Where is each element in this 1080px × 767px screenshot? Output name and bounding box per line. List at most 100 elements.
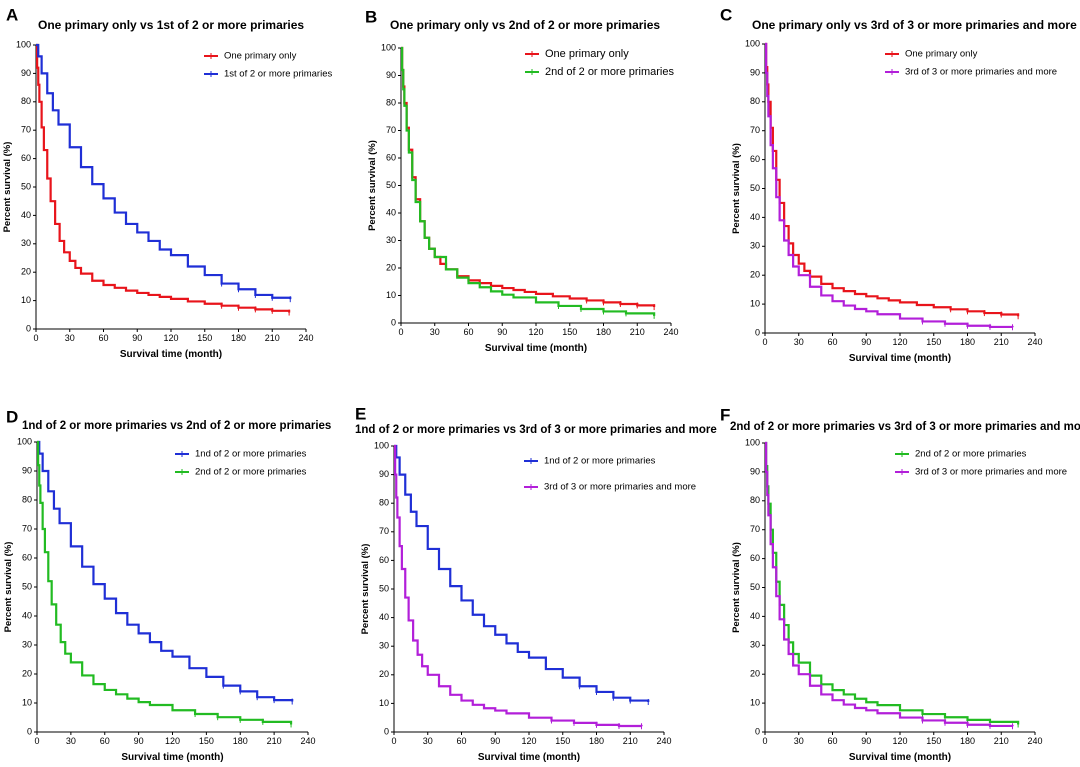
series-line-2 xyxy=(36,43,292,300)
panel-a: A One primary only vs 1st of 2 or more pr… xyxy=(2,5,332,360)
chart-title: 1nd of 2 or more primaries vs 2nd of 2 o… xyxy=(22,420,331,432)
x-axis-label: Survival time (month) xyxy=(121,752,223,763)
panel-letter: B xyxy=(365,7,377,26)
y-tick-label: 50 xyxy=(750,582,760,592)
x-tick-label: 150 xyxy=(926,736,941,746)
y-tick-label: 30 xyxy=(21,238,31,248)
series-line-1 xyxy=(37,440,294,702)
y-tick-label: 20 xyxy=(386,262,396,272)
x-tick-label: 0 xyxy=(762,736,767,746)
x-tick-label: 180 xyxy=(589,736,604,746)
legend-label: 1nd of 2 or more primaries xyxy=(195,449,307,460)
legend-item-2: 2nd of 2 or more primaries xyxy=(175,467,307,478)
legend-label: 2nd of 2 or more primaries xyxy=(915,449,1027,460)
y-tick-label: 80 xyxy=(750,96,760,106)
y-tick-label: 60 xyxy=(22,552,32,562)
legend-label: One primary only xyxy=(905,49,978,60)
legend-item-1: 1nd of 2 or more primaries xyxy=(524,456,656,467)
x-tick-label: 30 xyxy=(423,736,433,746)
x-tick-label: 30 xyxy=(65,333,75,343)
y-tick-label: 90 xyxy=(750,466,760,476)
x-tick-label: 180 xyxy=(960,337,975,347)
x-tick-label: 150 xyxy=(555,736,570,746)
y-tick-label: 70 xyxy=(750,524,760,534)
x-axis-label: Survival time (month) xyxy=(849,752,951,763)
x-tick-label: 240 xyxy=(298,333,313,343)
x-tick-label: 120 xyxy=(528,327,543,337)
y-tick-label: 80 xyxy=(21,96,31,106)
y-tick-label: 100 xyxy=(16,39,31,49)
y-tick-label: 30 xyxy=(750,640,760,650)
x-tick-label: 90 xyxy=(861,337,871,347)
legend-item-1: One primary only xyxy=(885,49,978,60)
y-tick-label: 70 xyxy=(379,526,389,536)
y-tick-label: 60 xyxy=(386,152,396,162)
y-axis-label: Percent survival (%) xyxy=(3,542,14,633)
y-tick-label: 10 xyxy=(750,697,760,707)
y-tick-label: 40 xyxy=(750,611,760,621)
x-tick-label: 90 xyxy=(497,327,507,337)
censor-marks-2 xyxy=(551,717,642,730)
chart-title: One primary only vs 1st of 2 or more pri… xyxy=(38,18,304,32)
y-tick-label: 70 xyxy=(21,125,31,135)
y-axis-label: Percent survival (%) xyxy=(731,542,742,633)
y-tick-label: 80 xyxy=(22,494,32,504)
y-tick-label: 10 xyxy=(379,698,389,708)
x-tick-label: 60 xyxy=(463,327,473,337)
x-tick-label: 180 xyxy=(960,736,975,746)
censor-marks-1 xyxy=(221,302,290,316)
y-tick-label: 70 xyxy=(750,125,760,135)
y-tick-label: 100 xyxy=(17,436,32,446)
y-tick-label: 0 xyxy=(755,327,760,337)
y-tick-label: 60 xyxy=(21,153,31,163)
x-tick-label: 210 xyxy=(623,736,638,746)
panel-letter: C xyxy=(720,5,732,24)
y-tick-label: 90 xyxy=(21,68,31,78)
x-tick-label: 60 xyxy=(456,736,466,746)
y-tick-label: 60 xyxy=(750,154,760,164)
x-tick-label: 0 xyxy=(33,333,38,343)
x-tick-label: 30 xyxy=(66,736,76,746)
x-tick-label: 180 xyxy=(596,327,611,337)
x-tick-label: 150 xyxy=(199,736,214,746)
censor-marks-2 xyxy=(194,711,292,728)
legend-label: One primary only xyxy=(545,48,629,60)
y-tick-label: 30 xyxy=(750,241,760,251)
y-tick-label: 80 xyxy=(379,498,389,508)
censor-marks-1 xyxy=(950,306,1019,320)
x-tick-label: 0 xyxy=(34,736,39,746)
panel-letter: A xyxy=(6,5,18,24)
legend-label: 3rd of 3 or more primaries and more xyxy=(915,467,1067,478)
x-tick-label: 240 xyxy=(1027,736,1042,746)
y-tick-label: 100 xyxy=(745,38,760,48)
x-tick-label: 150 xyxy=(562,327,577,337)
chart-title: One primary only vs 2nd of 2 or more pri… xyxy=(390,18,660,32)
censor-marks-1 xyxy=(579,683,649,705)
x-axis-label: Survival time (month) xyxy=(849,353,951,364)
censor-marks-2 xyxy=(922,717,1013,730)
x-tick-label: 0 xyxy=(762,337,767,347)
legend-label: 3rd of 3 or more primaries and more xyxy=(544,482,696,493)
legend-label: 2nd of 2 or more primaries xyxy=(545,66,674,78)
y-tick-label: 20 xyxy=(22,668,32,678)
y-tick-label: 10 xyxy=(386,290,396,300)
x-tick-label: 120 xyxy=(165,736,180,746)
y-tick-label: 40 xyxy=(379,612,389,622)
series-line-2 xyxy=(37,440,293,725)
legend-label: 1st of 2 or more primaries xyxy=(224,69,332,80)
y-tick-label: 100 xyxy=(374,440,389,450)
y-tick-label: 0 xyxy=(384,726,389,736)
x-tick-label: 0 xyxy=(391,736,396,746)
panel-d: D 1nd of 2 or more primaries vs 2nd of 2 … xyxy=(3,407,331,763)
x-tick-label: 120 xyxy=(163,333,178,343)
panel-letter: F xyxy=(720,405,730,424)
y-tick-label: 50 xyxy=(22,581,32,591)
series-line-1 xyxy=(36,43,291,313)
legend-label: 2nd of 2 or more primaries xyxy=(195,467,307,478)
series-line-2 xyxy=(765,42,1014,329)
y-tick-label: 90 xyxy=(386,70,396,80)
chart-title: 2nd of 2 or more primaries vs 3rd of 3 o… xyxy=(730,421,1080,433)
y-tick-label: 20 xyxy=(379,669,389,679)
x-tick-label: 150 xyxy=(926,337,941,347)
